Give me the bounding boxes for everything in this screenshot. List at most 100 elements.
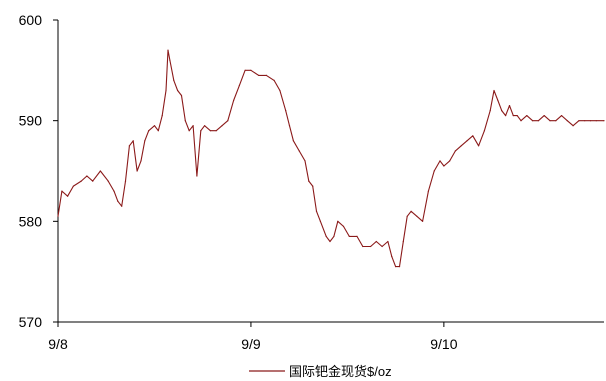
data-point	[221, 125, 223, 127]
data-point	[140, 160, 142, 162]
data-point	[250, 69, 252, 71]
data-point	[113, 190, 115, 192]
y-tick-label: 570	[19, 314, 43, 330]
x-axis-ticks: 9/8 9/9 9/10	[48, 322, 458, 352]
data-point	[543, 115, 545, 117]
data-point	[537, 120, 540, 122]
data-point	[161, 115, 163, 117]
data-point	[312, 185, 314, 187]
data-point	[381, 245, 383, 248]
data-point	[107, 180, 109, 182]
data-point	[433, 170, 435, 172]
data-point	[549, 120, 551, 122]
data-point	[308, 180, 310, 182]
data-point	[92, 180, 94, 182]
data-point	[258, 74, 260, 76]
data-point	[148, 130, 150, 132]
data-point	[532, 120, 534, 122]
data-point	[566, 120, 568, 122]
data-point	[422, 220, 424, 222]
data-point	[489, 110, 491, 112]
data-point	[177, 89, 179, 92]
data-point	[238, 84, 240, 86]
data-point	[478, 145, 480, 147]
data-point	[520, 120, 522, 122]
data-point	[443, 165, 445, 167]
data-point	[192, 125, 194, 127]
data-point	[86, 175, 88, 177]
data-point	[483, 130, 485, 132]
data-point	[416, 215, 418, 217]
data-point	[80, 180, 82, 182]
data-point	[348, 235, 350, 237]
data-point	[329, 240, 331, 243]
data-point	[578, 120, 580, 122]
data-point	[589, 120, 592, 122]
data-point	[173, 79, 175, 81]
data-point	[410, 210, 412, 212]
data-point	[319, 220, 321, 222]
y-axis-ticks: 570 580 590 600	[19, 12, 58, 330]
x-tick-label: 9/8	[48, 336, 68, 352]
data-point	[395, 266, 397, 268]
data-point	[128, 145, 130, 147]
data-point	[144, 140, 146, 142]
data-point	[184, 120, 186, 122]
data-point	[375, 240, 377, 243]
data-point	[292, 140, 294, 142]
data-point	[505, 115, 507, 117]
series-line	[57, 49, 604, 268]
data-point	[273, 79, 275, 81]
data-point	[288, 125, 291, 127]
y-tick-label: 600	[19, 12, 43, 28]
data-point	[402, 240, 404, 243]
data-point	[57, 215, 59, 217]
data-point	[449, 160, 451, 162]
data-point	[391, 256, 393, 258]
data-point	[215, 130, 217, 132]
data-point	[99, 170, 101, 172]
data-point	[516, 115, 518, 117]
data-point	[244, 69, 246, 71]
data-point	[603, 120, 605, 122]
data-point	[196, 175, 198, 177]
data-point	[67, 195, 69, 197]
axes	[57, 20, 604, 323]
data-point	[460, 145, 462, 147]
data-point	[132, 140, 134, 142]
data-point	[285, 110, 287, 112]
data-point	[356, 235, 358, 237]
data-point	[454, 150, 456, 152]
data-point	[337, 220, 339, 222]
data-point	[265, 74, 267, 76]
data-point	[512, 115, 514, 117]
data-point	[595, 120, 597, 122]
data-point	[167, 49, 169, 51]
data-point	[180, 94, 183, 97]
data-point	[325, 235, 327, 237]
data-point	[153, 125, 156, 127]
legend-label: 国际钯金现货$/oz	[289, 364, 392, 379]
data-point	[561, 115, 563, 117]
data-point	[493, 89, 495, 92]
data-point	[227, 120, 229, 122]
series-layer	[57, 49, 605, 268]
data-point	[342, 225, 345, 227]
y-tick-label: 590	[19, 113, 43, 129]
data-point	[209, 130, 211, 132]
data-point	[572, 125, 574, 127]
data-point	[387, 240, 389, 243]
data-point	[233, 99, 235, 102]
data-point	[584, 120, 586, 122]
data-point	[555, 120, 557, 122]
data-point	[72, 185, 74, 187]
data-point	[61, 190, 63, 192]
data-point	[169, 59, 171, 61]
data-point	[136, 170, 138, 172]
data-point	[370, 245, 372, 248]
data-point	[279, 89, 281, 92]
data-point	[472, 135, 474, 137]
data-point	[157, 130, 159, 132]
data-point	[526, 115, 528, 117]
y-tick-label: 580	[19, 213, 43, 229]
